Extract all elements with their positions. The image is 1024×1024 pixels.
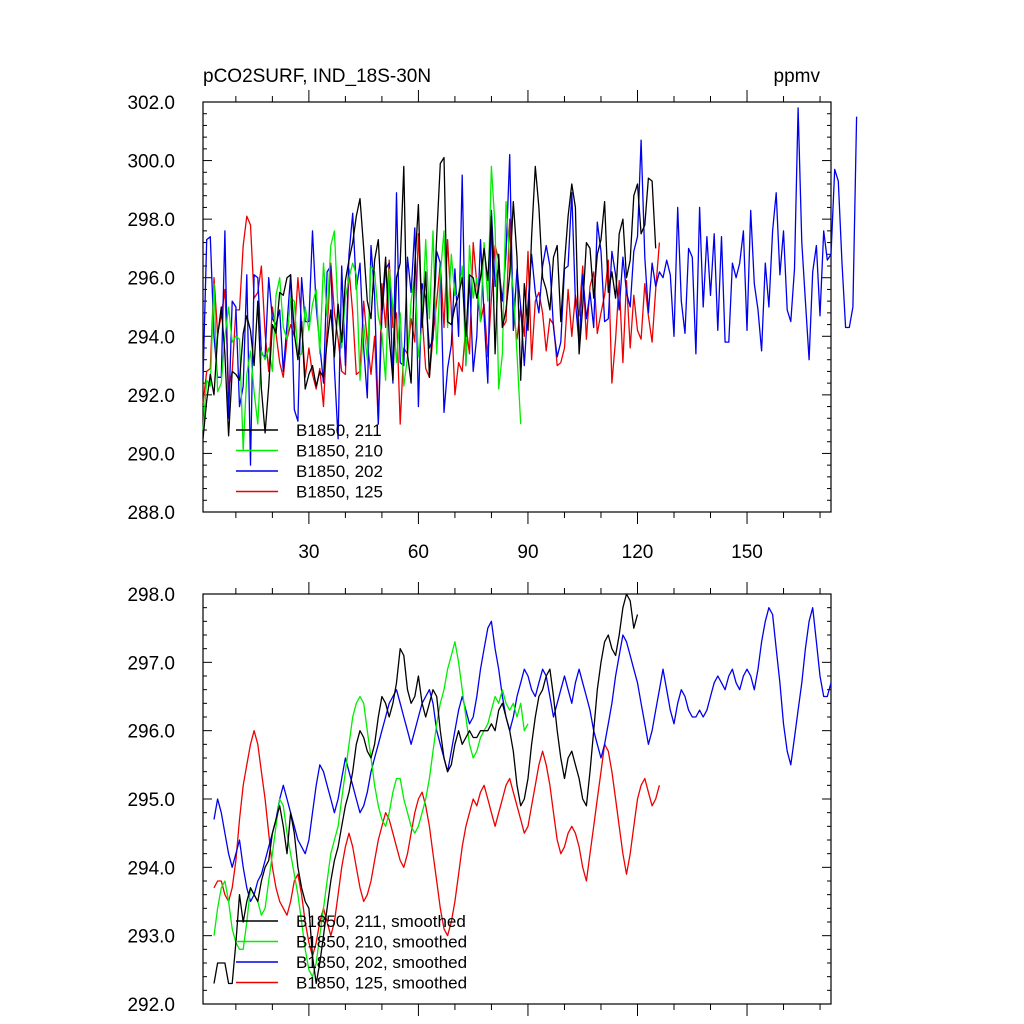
y-tick-label: 300.0 — [127, 152, 175, 173]
legend-label: B1850, 210 — [296, 442, 383, 461]
chart-title: pCO2SURF, IND_18S-30N — [203, 66, 431, 87]
y-tick-label: 292.0 — [127, 995, 175, 1016]
series-line-b1850-125 — [202, 215, 661, 425]
y-tick-label: 295.0 — [127, 790, 175, 811]
series-line-b1850-202-smoothed — [213, 607, 832, 903]
units-label: ppmv — [774, 66, 821, 87]
legend-label: B1850, 125 — [296, 483, 383, 502]
x-tick-label: 90 — [517, 542, 538, 563]
y-tick-label: 296.0 — [127, 722, 175, 743]
legend-label: B1850, 211, smoothed — [296, 912, 466, 931]
y-tick-label: 302.0 — [127, 93, 175, 114]
legend-label: B1850, 202, smoothed — [296, 953, 467, 972]
x-tick-label: 60 — [408, 542, 429, 563]
top-plot-frame — [202, 101, 832, 513]
y-tick-label: 288.0 — [127, 503, 175, 524]
x-tick-label: 120 — [622, 542, 654, 563]
x-tick-label: 150 — [731, 542, 763, 563]
y-tick-label: 298.0 — [127, 210, 175, 231]
y-tick-label: 292.0 — [127, 386, 175, 407]
legend-label: B1850, 202 — [296, 462, 383, 481]
x-tick-label: 30 — [298, 542, 319, 563]
y-tick-label: 293.0 — [127, 927, 175, 948]
bottom-chart-panel: 292.0 293.0 294.0 295.0 296.0 297.0 298.0 B185… — [127, 582, 832, 1016]
top-chart-panel: pCO2SURF, IND_18S-30N ppmv 288.0 290.0 292… — [127, 66, 858, 563]
y-tick-label: 290.0 — [127, 444, 175, 465]
series-line-b1850-211-smoothed — [213, 593, 639, 985]
y-tick-label: 294.0 — [127, 858, 175, 879]
legend-label: B1850, 210, smoothed — [296, 933, 467, 952]
y-tick-label: 298.0 — [127, 585, 175, 606]
series-line-b1850-125-smoothed — [213, 730, 661, 957]
series-line-b1850-211 — [202, 156, 657, 439]
legend-label: B1850, 125, smoothed — [296, 974, 467, 993]
y-tick-label: 296.0 — [127, 269, 175, 290]
y-tick-label: 294.0 — [127, 327, 175, 348]
y-tick-label: 297.0 — [127, 653, 175, 674]
legend-label: B1850, 211 — [296, 421, 382, 440]
